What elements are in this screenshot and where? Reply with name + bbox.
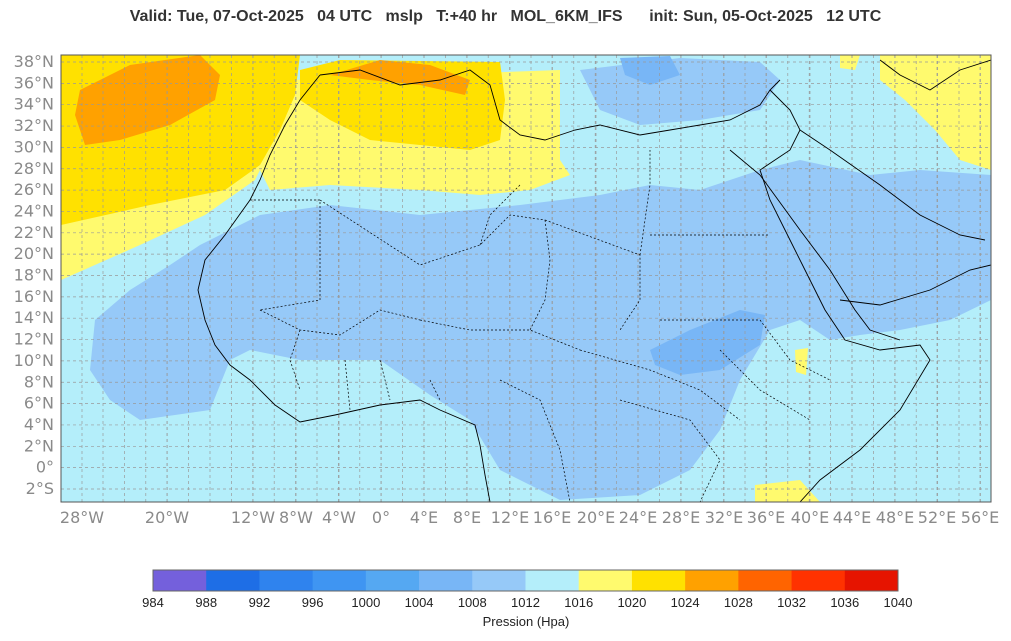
lat-label: 38°N [14,52,54,71]
colorbar-tick-label: 1024 [671,595,700,610]
colorbar-segment [206,570,260,591]
country-borders [250,150,831,502]
latitude-labels: 38°N 36°N 34°N 32°N 30°N 28°N 26°N 24°N 22°N 20°N… [14,52,54,498]
lat-label: 22°N [14,223,54,242]
lon-label: 28°E [662,508,700,527]
colorbar-segment [365,570,420,591]
lon-label: 24°E [619,508,657,527]
colorbar-segment [472,570,526,591]
map-area [61,55,991,502]
colorbar-tick-label: 984 [142,595,164,610]
lon-label: 56°E [961,508,999,527]
colorbar-labels: 984 988 992 996 1000 1004 1008 1012 1016 1020 1024… [142,595,912,610]
colorbar-segment [312,570,367,591]
map-frame [60,54,992,503]
lat-label: 14°N [14,308,54,327]
title-model: MOL_6KM_IFS [510,8,623,25]
field-1024-1028-med [330,60,470,95]
lat-label: 4°N [24,415,54,434]
colorbar-segment [685,570,739,591]
lon-label: 4°W [322,508,356,527]
title-valid: Valid: Tue, 07-Oct-2025 04 UTC [129,8,373,25]
lat-label: 0° [36,458,54,477]
colorbar-tick-label: 996 [302,595,324,610]
field-1016-1020-kenya [755,480,820,502]
field-1016-1020-arabia [880,55,991,170]
colorbar-segment [525,570,580,591]
lon-label: 4°E [410,508,438,527]
lat-label: 28°N [14,159,54,178]
colorbar [152,569,899,592]
lat-label: 30°N [14,137,54,156]
lat-label: 16°N [14,287,54,306]
title-variable: mslp [385,8,423,25]
lat-label: 18°N [14,266,54,285]
lat-label: 20°N [14,244,54,263]
lat-label: 12°N [14,330,54,349]
colorbar-tick-label: 1020 [617,595,646,610]
coastlines [197,59,991,502]
lon-label: 20°E [577,508,615,527]
lat-label: 10°N [14,351,54,370]
lon-label: 12°W [231,508,275,527]
colorbar-tick-label: 1012 [511,595,540,610]
field-1024-1028-atlantic [75,55,220,145]
lat-label: 6°N [24,394,54,413]
lon-label: 32°E [705,508,743,527]
colorbar-tick-label: 992 [249,595,271,610]
title-init: init: Sun, 05-Oct-2025 12 UTC [649,8,882,25]
colorbar-segment [419,570,473,591]
colorbar-tick-label: 1036 [830,595,859,610]
colorbar-segment [578,570,633,591]
lon-label: 52°E [918,508,956,527]
colorbar-segment [844,570,899,591]
lon-label: 36°E [747,508,785,527]
lat-label: 2°N [24,436,54,455]
colorbar-segment [259,570,314,591]
colorbar-segment [738,570,793,591]
lon-label: 48°E [876,508,914,527]
colorbar-segment [791,570,846,591]
lon-label: 8°W [279,508,313,527]
colorbar-segment [631,570,686,591]
colorbar-tick-label: 1032 [777,595,806,610]
lat-label: 26°N [14,180,54,199]
longitude-labels: 28°W 20°W 12°W 8°W 4°W 0° 4°E 8°E 12°E 16°E 20°E 24… [60,508,999,527]
colorbar-title: Pression (Hpa) [483,614,570,629]
field-1004-1008-sudan [650,310,765,375]
lon-label: 16°E [533,508,571,527]
lat-label: 24°N [14,201,54,220]
lat-label: 8°N [24,372,54,391]
colorbar-tick-label: 988 [195,595,217,610]
map-title: Valid: Tue, 07-Oct-2025 04 UTC mslp T:+4… [0,8,1011,26]
grid-lines [61,55,991,502]
colorbar-tick-label: 1008 [458,595,487,610]
lon-label: 8°E [453,508,481,527]
lat-label: 32°N [14,116,54,135]
colorbar-tick-label: 1016 [564,595,593,610]
field-1008-1012-interior [90,160,991,500]
lat-label: 2°S [26,479,54,498]
colorbar-frame [152,569,899,592]
colorbar-tick-label: 1004 [405,595,434,610]
colorbar-tick-label: 1040 [884,595,913,610]
field-1016-1020-ethiopia [795,348,808,375]
lon-label: 0° [372,508,390,527]
field-1016-1020-ne [840,55,860,70]
lon-label: 20°W [145,508,189,527]
colorbar-tick-label: 1028 [724,595,753,610]
lat-label: 36°N [14,73,54,92]
colorbar-tick-label: 1000 [351,595,380,610]
lon-label: 12°E [491,508,529,527]
lat-label: 34°N [14,95,54,114]
field-1004-1008-aegean [620,56,680,85]
lon-label: 44°E [833,508,871,527]
lon-label: 28°W [60,508,104,527]
lon-label: 40°E [791,508,829,527]
title-lead: T:+40 hr [436,8,498,25]
colorbar-segment [153,570,207,591]
